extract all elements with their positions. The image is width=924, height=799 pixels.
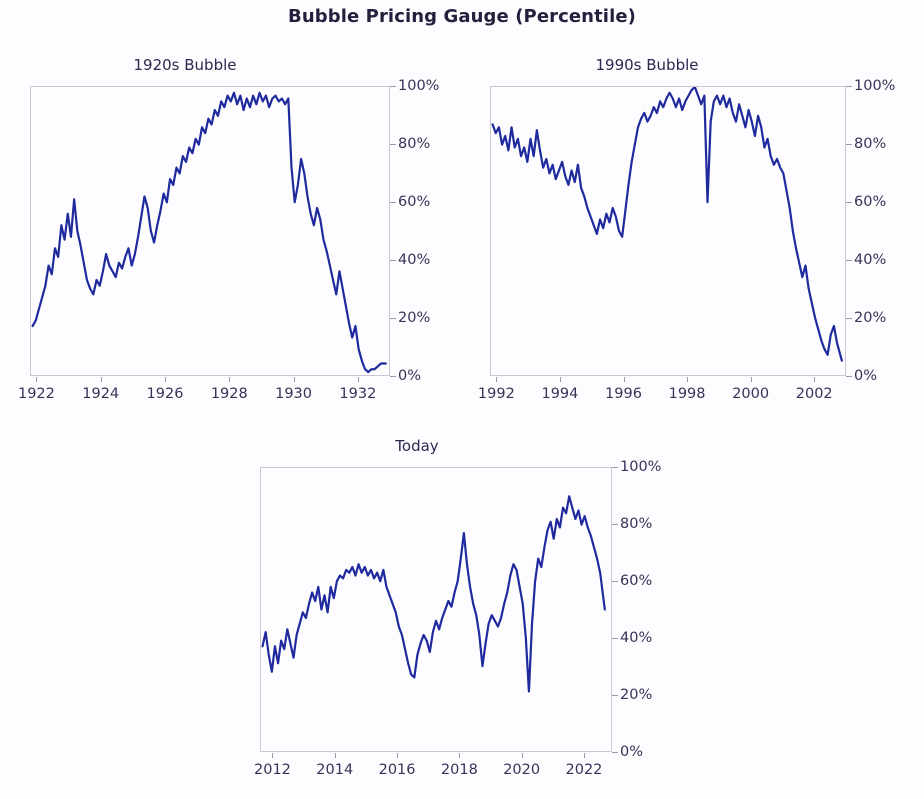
panel-title-today: Today	[395, 437, 439, 455]
y-axis-tick	[846, 144, 852, 145]
line-series-today	[261, 495, 606, 693]
y-axis-tick	[612, 638, 618, 639]
y-axis-label: 40%	[620, 630, 653, 646]
panel-title-1990s: 1990s Bubble	[595, 56, 699, 74]
x-axis-tick	[623, 377, 625, 382]
x-axis-label: 1994	[541, 386, 579, 402]
y-axis-label: 80%	[854, 136, 887, 152]
y-axis-tick	[846, 318, 852, 319]
y-axis-label: 60%	[620, 573, 653, 589]
y-axis-label: 100%	[398, 78, 440, 94]
x-axis-tick	[293, 377, 295, 382]
data-line	[491, 87, 843, 362]
x-axis-tick	[583, 753, 585, 758]
chart-panel-1920s: 1920s Bubble 0% 20% 40% 60% 80% 100% 1922 1924…	[0, 56, 470, 406]
y-axis-tick	[612, 695, 618, 696]
line-series-1990s	[491, 87, 843, 362]
data-line	[261, 495, 606, 693]
x-axis-label: 2016	[378, 762, 416, 778]
y-axis-tick	[612, 467, 618, 468]
y-axis-tick	[390, 318, 396, 319]
data-line	[31, 91, 387, 374]
y-axis-label: 80%	[398, 136, 431, 152]
plot-area-1990s	[490, 86, 846, 376]
y-axis-tick	[612, 752, 618, 753]
y-axis-tick	[846, 86, 852, 87]
y-axis-label: 40%	[398, 252, 431, 268]
x-axis-tick	[272, 753, 274, 758]
x-axis-labels-1990s: 1992 1994 1996 1998 2000 2002	[478, 377, 846, 407]
x-axis-label: 1928	[210, 386, 248, 402]
x-axis-tick	[750, 377, 752, 382]
chart-panel-1990s: 1990s Bubble 0% 20% 40% 60% 80% 100% 1992 1994…	[460, 56, 924, 406]
chart-main-title: Bubble Pricing Gauge (Percentile)	[288, 6, 636, 27]
x-axis-tick	[165, 377, 166, 382]
x-axis-tick	[814, 377, 816, 382]
y-axis-label: 0%	[854, 368, 878, 384]
y-axis-label: 0%	[398, 368, 422, 384]
y-axis-label: 60%	[854, 194, 887, 210]
x-axis-tick	[521, 753, 523, 758]
x-axis-label: 1926	[146, 386, 184, 402]
x-axis-labels-today: 2012 2014 2016 2018 2020 2022	[254, 753, 612, 783]
plot-area-1920s	[30, 86, 390, 376]
x-axis-tick	[496, 377, 498, 382]
y-axis-tick	[846, 376, 852, 377]
y-axis-tick	[612, 581, 618, 582]
x-axis-label: 1922	[17, 386, 55, 402]
y-axis-label: 0%	[620, 744, 644, 760]
y-axis-tick	[390, 86, 396, 87]
x-axis-label: 1924	[82, 386, 120, 402]
y-axis-label: 20%	[398, 310, 431, 326]
y-axis-label: 40%	[854, 252, 887, 268]
x-axis-label: 2014	[316, 762, 354, 778]
line-series-1920s	[31, 91, 387, 374]
x-axis-label: 1932	[339, 386, 377, 402]
plot-area-today	[260, 467, 612, 752]
x-axis-tick	[559, 377, 561, 382]
x-axis-label: 2022	[565, 762, 603, 778]
y-axis-tick	[846, 260, 852, 261]
panel-title-1920s: 1920s Bubble	[133, 56, 237, 74]
x-axis-labels-1920s: 1922 1924 1926 1928 1930 1932	[18, 377, 390, 407]
x-axis-label: 1996	[605, 386, 642, 402]
x-axis-label: 1998	[668, 386, 706, 402]
x-axis-tick	[459, 753, 461, 758]
y-axis-label: 20%	[854, 310, 887, 326]
y-axis-tick	[390, 202, 396, 203]
y-axis-label: 80%	[620, 516, 653, 532]
x-axis-label: 2002	[795, 386, 833, 402]
x-axis-tick	[357, 377, 359, 382]
y-axis-label: 100%	[620, 459, 662, 475]
x-axis-label: 2000	[732, 386, 770, 402]
x-axis-label: 1930	[275, 386, 313, 402]
y-axis-labels-today: 0% 20% 40% 60% 80% 100%	[612, 459, 690, 760]
x-axis-tick	[100, 377, 102, 382]
x-axis-tick	[397, 753, 399, 758]
x-axis-label: 1992	[477, 386, 515, 402]
x-axis-label: 2020	[503, 762, 541, 778]
x-axis-tick	[36, 377, 38, 382]
y-axis-labels-1990s: 0% 20% 40% 60% 80% 100%	[846, 78, 924, 384]
x-axis-label: 2018	[440, 762, 478, 778]
y-axis-tick	[612, 524, 618, 525]
x-axis-label: 2012	[254, 762, 291, 778]
y-axis-label: 20%	[620, 687, 653, 703]
y-axis-labels-1920s: 0% 20% 40% 60% 80% 100%	[390, 78, 468, 384]
chart-panel-today: Today 0% 20% 40% 60% 80% 100% 2012 2014 2016 201…	[230, 437, 694, 787]
x-axis-tick	[229, 377, 231, 382]
y-axis-label: 100%	[854, 78, 896, 94]
x-axis-tick	[687, 377, 689, 382]
y-axis-tick	[846, 202, 852, 203]
y-axis-tick	[390, 260, 396, 261]
y-axis-label: 60%	[398, 194, 431, 210]
x-axis-tick	[334, 753, 336, 758]
y-axis-tick	[390, 144, 396, 145]
y-axis-tick	[390, 376, 396, 377]
